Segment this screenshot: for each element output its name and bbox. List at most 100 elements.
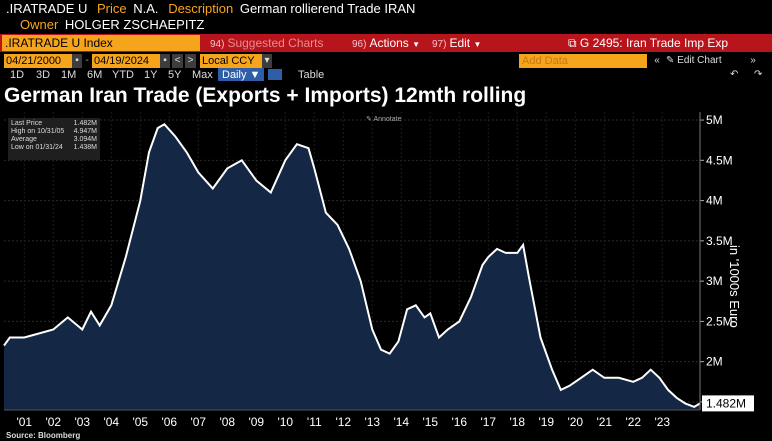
prev-arrow-icon[interactable]: < (172, 54, 183, 68)
y-tick-label: 4.5M (706, 153, 733, 167)
calendar-icon[interactable]: ▪ (160, 54, 170, 68)
graph-label: G 2495: Iran Trade Imp Exp (579, 36, 728, 50)
x-tick-label: '09 (248, 415, 264, 429)
redo-icon[interactable]: ↷ (754, 69, 763, 80)
edit-button[interactable]: 97) Edit ▼ (432, 34, 481, 52)
suggested-charts-button[interactable]: 94) Suggested Charts (210, 34, 324, 52)
undo-icon[interactable]: ↶ (730, 69, 739, 80)
x-tick-label: '06 (161, 415, 177, 429)
x-tick-label: '23 (654, 415, 670, 429)
period-3d[interactable]: 3D (36, 69, 51, 81)
legend-low: Low on 01/31/24 1.438M (11, 144, 97, 152)
y-tick-label: 3M (706, 274, 723, 288)
x-tick-label: '15 (422, 415, 438, 429)
price-value: N.A. (133, 1, 159, 16)
last-value-tag-bg (702, 395, 754, 412)
external-link-icon: ⧉ (568, 36, 577, 50)
graph-link[interactable]: ⧉ G 2495: Iran Trade Imp Exp (568, 34, 728, 52)
add-data-input[interactable]: Add Data (519, 54, 647, 68)
x-tick-label: '02 (45, 415, 61, 429)
caret-down-icon: ▼ (412, 40, 421, 49)
x-tick-label: '17 (480, 415, 496, 429)
x-tick-label: '19 (538, 415, 554, 429)
legend-high-label: High on 10/31/05 (11, 128, 65, 135)
security-input[interactable]: .IRATRADE U Index (2, 35, 200, 51)
x-tick-label: '14 (393, 415, 409, 429)
frequency-select[interactable]: Daily ▼ (218, 68, 265, 81)
y-tick-label: 5M (706, 113, 723, 127)
x-tick-label: '01 (16, 415, 32, 429)
edit-chart-button[interactable]: ✎ Edit Chart (666, 54, 730, 68)
y-axis-label: in '1000s Euro (727, 245, 742, 328)
period-6m[interactable]: 6M (87, 69, 103, 81)
calendar-icon[interactable]: ▪ (72, 54, 82, 68)
series-area (4, 124, 700, 411)
period-max[interactable]: Max (192, 69, 213, 81)
description-label: Description (168, 1, 234, 16)
edit-num: 97) (432, 39, 447, 50)
legend-high-value: 4.947M (73, 128, 97, 135)
legend-last-price-label: Last Price (11, 120, 43, 127)
date-range-row: 04/21/2000 ▪ - 04/19/2024 ▪ < > Local CC… (0, 54, 772, 68)
end-date-input[interactable]: 04/19/2024 (92, 54, 162, 68)
next-arrow-icon[interactable]: > (185, 54, 196, 68)
currency-select[interactable]: Local CCY (200, 54, 264, 68)
owner-value: HOLGER ZSCHAEPITZ (64, 17, 205, 32)
x-tick-label: '20 (567, 415, 583, 429)
x-tick-label: '21 (596, 415, 612, 429)
price-label: Price (97, 1, 127, 16)
period-ytd[interactable]: YTD (112, 69, 134, 81)
last-value-tag: 1.482M (706, 396, 746, 410)
frequency-value: Daily (222, 69, 247, 81)
caret-down-icon: ▼ (473, 40, 482, 49)
period-1y[interactable]: 1Y (144, 69, 158, 81)
legend-last-price-value: 1.482M (73, 120, 97, 127)
x-tick-label: '16 (451, 415, 467, 429)
legend-average-value: 3.094M (73, 136, 97, 143)
x-tick-label: '12 (335, 415, 351, 429)
start-date-input[interactable]: 04/21/2000 (4, 54, 74, 68)
security-header-row: .IRATRADE U Price N.A. Description Germa… (6, 0, 421, 17)
y-tick-label: 3.5M (706, 234, 733, 248)
ticker[interactable]: .IRATRADE U (6, 1, 88, 16)
legend-last-price: Last Price 1.482M (11, 120, 97, 128)
legend-high: High on 10/31/05 4.947M (11, 128, 97, 136)
x-tick-label: '10 (277, 415, 293, 429)
dropdown-icon[interactable]: ▾ (262, 54, 272, 68)
period-row: 1D 3D 1M 6M YTD 1Y 5Y Max Daily ▼ Table … (0, 68, 772, 82)
expand-icon[interactable]: » (750, 55, 756, 66)
actions-num: 96) (352, 39, 367, 50)
x-tick-label: '22 (625, 415, 641, 429)
actions-label: Actions (369, 36, 409, 50)
period-5y[interactable]: 5Y (168, 69, 182, 81)
gear-icon: ✎ (666, 55, 675, 66)
edit-label: Edit (449, 36, 471, 50)
line-chart-icon[interactable] (268, 69, 282, 80)
chart-legend: Last Price 1.482M High on 10/31/05 4.947M … (8, 118, 100, 160)
x-tick-label: '08 (219, 415, 235, 429)
series-line (3, 123, 701, 409)
period-1d[interactable]: 1D (10, 69, 25, 81)
chart-area[interactable]: 1.5M2M2.5M3M3.5M4M4.5M5M'01'02'03'04'05'… (0, 108, 772, 431)
y-tick-label: 2M (706, 355, 723, 369)
x-tick-label: '18 (509, 415, 525, 429)
annotate-label: Annotate (373, 116, 402, 123)
owner-label: Owner (20, 17, 59, 32)
y-tick-label: 4M (706, 194, 723, 208)
legend-low-value: 1.438M (73, 144, 97, 151)
legend-average: Average 3.094M (11, 136, 97, 144)
annotate-button[interactable]: ✎ Annotate (366, 115, 401, 123)
actions-button[interactable]: 96) Actions ▼ (352, 34, 420, 52)
x-tick-label: '04 (103, 415, 119, 429)
dash-separator: - (85, 55, 89, 66)
currency-value: Local CCY (202, 55, 255, 67)
legend-average-label: Average (11, 136, 37, 143)
table-button[interactable]: Table (298, 69, 325, 81)
owner-row: Owner HOLGER ZSCHAEPITZ (6, 17, 210, 33)
annotate-icon: ✎ (366, 116, 372, 123)
x-tick-label: '07 (190, 415, 206, 429)
x-tick-label: '13 (364, 415, 380, 429)
collapse-icon[interactable]: « (654, 55, 660, 66)
period-1m[interactable]: 1M (61, 69, 77, 81)
legend-low-label: Low on 01/31/24 (11, 144, 63, 151)
